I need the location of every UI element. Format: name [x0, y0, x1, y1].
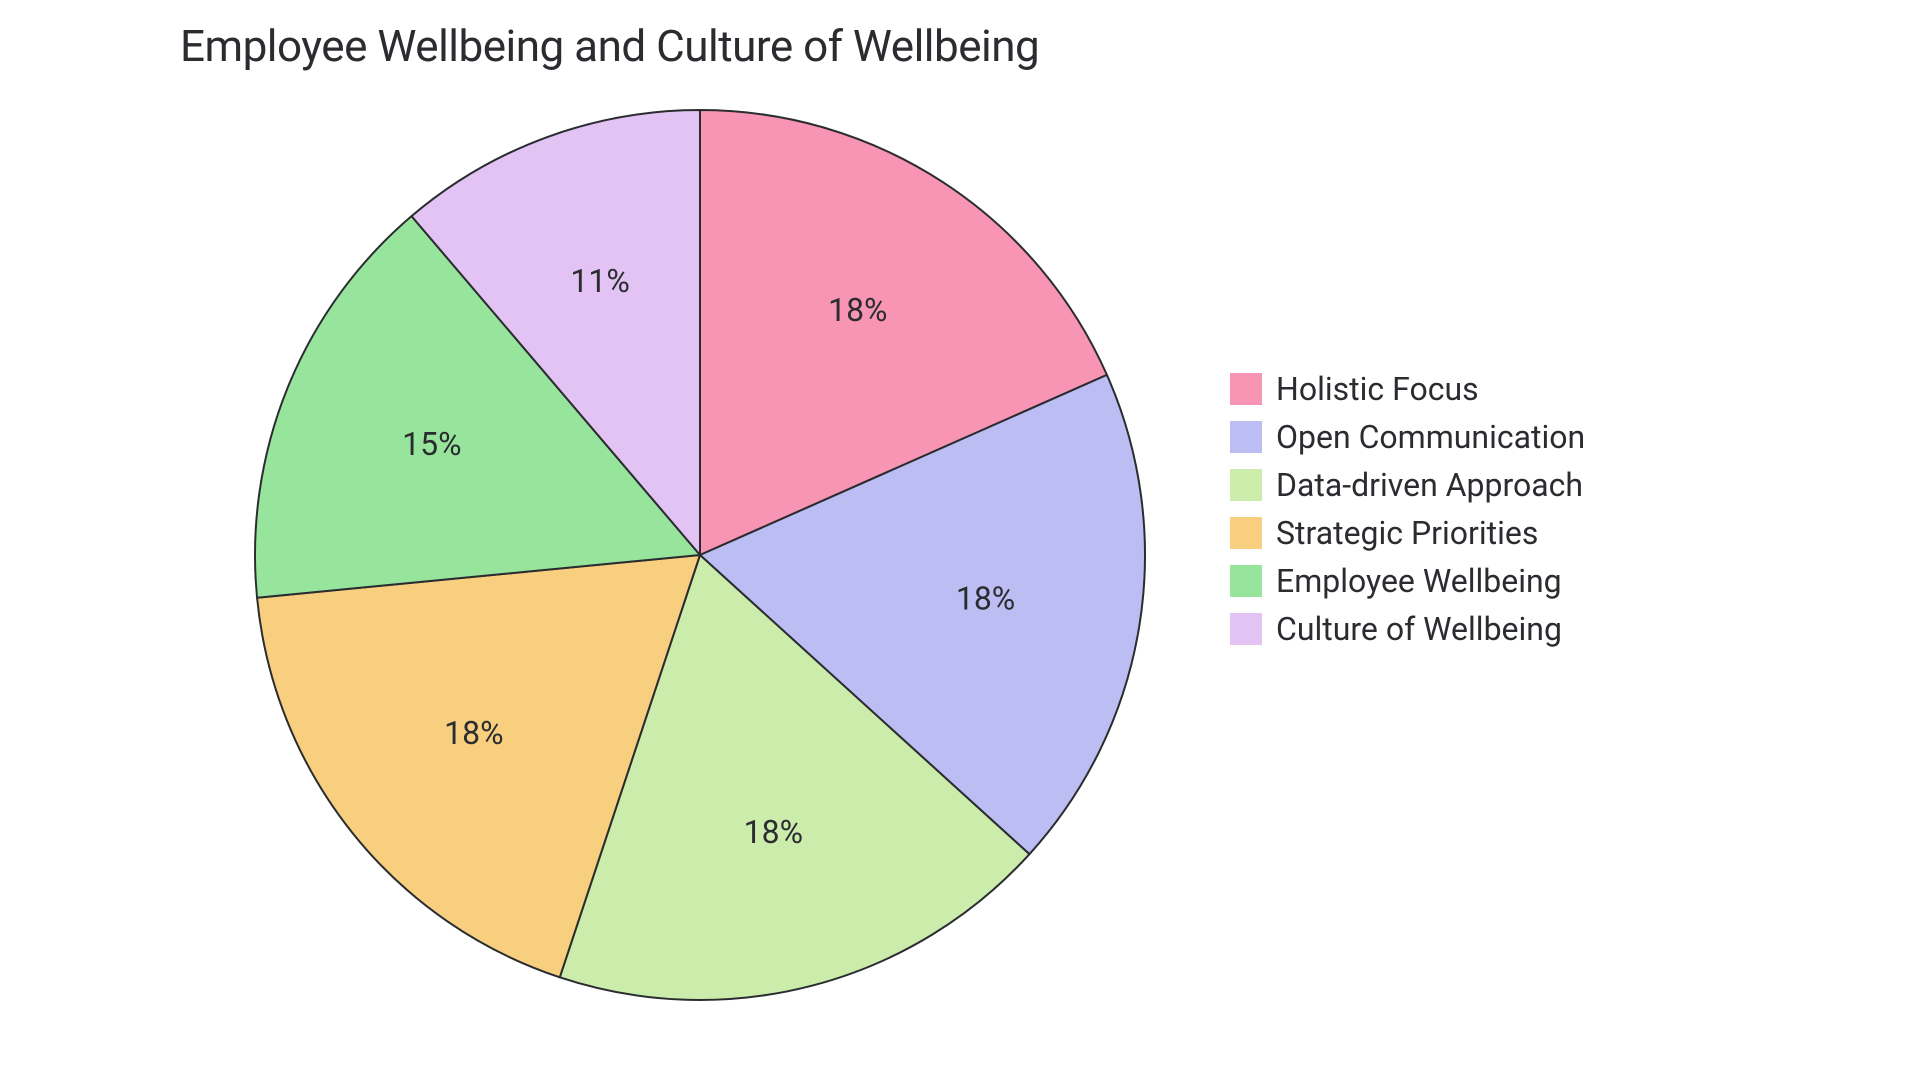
legend-label: Employee Wellbeing — [1276, 562, 1562, 600]
legend-swatch — [1230, 613, 1262, 645]
legend-label: Data-driven Approach — [1276, 466, 1583, 504]
legend-label: Strategic Priorities — [1276, 514, 1538, 552]
legend-item: Employee Wellbeing — [1230, 562, 1585, 600]
legend-item: Open Communication — [1230, 418, 1585, 456]
legend-swatch — [1230, 373, 1262, 405]
slice-label: 18% — [956, 580, 1015, 618]
slice-label: 15% — [402, 425, 461, 463]
legend-label: Holistic Focus — [1276, 370, 1479, 408]
legend-item: Holistic Focus — [1230, 370, 1585, 408]
legend-swatch — [1230, 421, 1262, 453]
legend-swatch — [1230, 565, 1262, 597]
legend-item: Data-driven Approach — [1230, 466, 1585, 504]
legend-label: Open Communication — [1276, 418, 1585, 456]
chart-title: Employee Wellbeing and Culture of Wellbe… — [180, 20, 1039, 72]
legend-item: Strategic Priorities — [1230, 514, 1585, 552]
slice-label: 18% — [828, 291, 887, 329]
pie-chart: 18% 18% 18% 18% 15% 11% — [240, 100, 1160, 1020]
legend-swatch — [1230, 469, 1262, 501]
slice-label: 11% — [570, 262, 629, 300]
legend-label: Culture of Wellbeing — [1276, 610, 1562, 648]
legend-item: Culture of Wellbeing — [1230, 610, 1585, 648]
legend-swatch — [1230, 517, 1262, 549]
chart-legend: Holistic Focus Open Communication Data-dri… — [1230, 370, 1585, 658]
slice-label: 18% — [444, 714, 503, 752]
slice-label: 18% — [744, 813, 803, 851]
